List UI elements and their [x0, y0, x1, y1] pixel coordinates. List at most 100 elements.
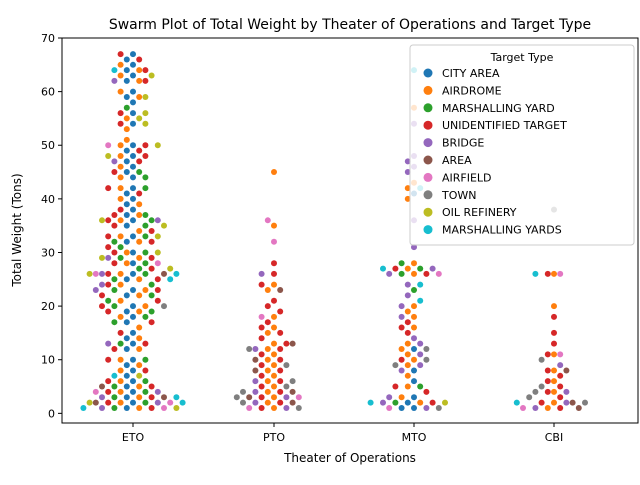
point-marshalling-yard — [411, 287, 417, 294]
point-airfield — [386, 404, 393, 411]
point-airdrome — [136, 308, 143, 315]
point-airfield — [520, 404, 526, 411]
point-marshalling-yard — [111, 303, 118, 310]
point-oil-refinery — [136, 115, 143, 122]
y-axis-label: Total Weight (Tons) — [10, 173, 24, 287]
legend-entry-label: AREA — [442, 154, 472, 167]
point-bridge — [404, 158, 411, 165]
point-unidentified-target — [117, 51, 124, 58]
point-unidentified-target — [148, 228, 155, 235]
point-airdrome — [264, 287, 271, 294]
point-unidentified-target — [111, 222, 118, 229]
point-city-area — [130, 313, 136, 320]
point-airdrome — [117, 367, 124, 374]
point-airdrome — [136, 346, 143, 352]
point-unidentified-target — [258, 324, 265, 331]
x-axis-label: Theater of Operations — [283, 451, 416, 465]
point-city-area — [411, 346, 417, 352]
point-marshalling-yards — [173, 270, 180, 277]
point-bridge — [411, 244, 417, 251]
legend-entry-label: AIRFIELD — [442, 171, 492, 184]
point-city-area — [123, 276, 130, 283]
point-airfield — [92, 388, 99, 395]
point-unidentified-target — [148, 265, 155, 272]
point-marshalling-yard — [142, 388, 149, 395]
point-city-area — [130, 378, 136, 385]
point-airdrome — [398, 394, 405, 401]
point-airdrome — [544, 404, 551, 411]
point-bridge — [99, 270, 105, 277]
point-marshalling-yard — [136, 169, 143, 176]
point-town — [295, 404, 302, 411]
point-unidentified-target — [258, 372, 265, 379]
point-unidentified-target — [136, 158, 143, 165]
point-airdrome — [136, 292, 143, 299]
point-city-area — [123, 346, 130, 352]
point-airdrome — [404, 383, 411, 390]
point-airdrome — [117, 195, 124, 202]
point-bridge — [154, 217, 161, 224]
point-marshalling-yard — [142, 378, 149, 385]
point-city-area — [130, 340, 136, 347]
point-city-area — [123, 238, 130, 245]
point-airdrome — [123, 260, 130, 267]
point-unidentified-target — [117, 206, 124, 213]
legend-marker — [423, 172, 433, 182]
point-oil-refinery — [173, 404, 180, 411]
legend-marker — [423, 138, 433, 148]
point-airfield — [295, 394, 302, 401]
point-marshalling-yard — [111, 238, 118, 245]
point-oil-refinery — [442, 399, 448, 406]
point-city-area — [130, 195, 136, 202]
y-tick-label: 30 — [41, 246, 55, 259]
point-unidentified-target — [277, 378, 284, 385]
point-bridge — [252, 388, 259, 395]
point-airdrome — [411, 356, 417, 363]
point-city-area — [123, 308, 130, 315]
point-airfield — [92, 270, 99, 277]
y-axis: 0 10 20 30 40 50 60 70 — [41, 32, 62, 420]
point-unidentified-target — [271, 270, 277, 277]
point-unidentified-target — [136, 190, 143, 197]
point-unidentified-target — [117, 110, 124, 117]
point-unidentified-target — [142, 367, 149, 374]
point-oil-refinery — [154, 142, 161, 149]
point-bridge — [386, 394, 393, 401]
point-marshalling-yard — [398, 260, 405, 267]
point-airdrome — [404, 372, 411, 379]
point-bridge — [105, 340, 112, 347]
point-airdrome — [136, 228, 143, 235]
point-unidentified-target — [105, 244, 112, 251]
point-marshalling-yard — [117, 340, 124, 347]
point-marshalling-yard — [142, 185, 149, 192]
point-airdrome — [136, 254, 143, 261]
point-oil-refinery — [142, 93, 149, 100]
point-marshalling-yard — [392, 399, 399, 406]
point-airdrome — [136, 201, 143, 208]
point-marshalling-yards — [111, 67, 118, 74]
point-airdrome — [404, 195, 411, 202]
point-airdrome — [404, 185, 411, 192]
point-unidentified-target — [277, 346, 284, 352]
point-city-area — [130, 329, 136, 336]
y-tick-label: 70 — [41, 32, 55, 45]
point-marshalling-yard — [142, 313, 149, 320]
point-city-area — [130, 206, 136, 213]
point-town — [161, 303, 167, 310]
point-airdrome — [264, 346, 271, 352]
point-city-area — [123, 211, 130, 218]
point-airdrome — [123, 115, 130, 122]
point-airdrome — [117, 174, 124, 181]
point-airdrome — [142, 287, 149, 294]
point-city-area — [123, 147, 130, 154]
point-unidentified-target — [111, 211, 118, 218]
point-town — [423, 346, 430, 352]
point-oil-refinery — [86, 270, 93, 277]
point-city-area — [130, 260, 136, 267]
point-unidentified-target — [283, 340, 290, 347]
point-marshalling-yard — [142, 270, 149, 277]
legend-title: Target Type — [490, 51, 554, 64]
point-area — [246, 394, 253, 401]
point-airdrome — [117, 217, 124, 224]
